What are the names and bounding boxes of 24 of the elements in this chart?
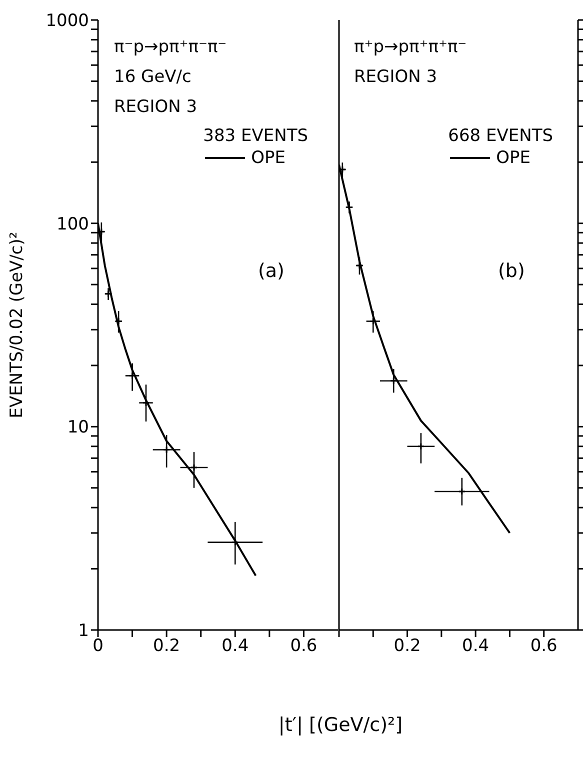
x-tick-label: 0.2 [153, 636, 180, 656]
y-axis-title: EVENTS/0.02 (GeV/c)² [7, 232, 28, 418]
y-tick-label: 10 [67, 418, 89, 438]
y-tick-label: 1 [78, 621, 89, 642]
annotation: (b) [498, 260, 525, 282]
x-tick-label: 0.6 [290, 636, 318, 656]
annotation: π⁺p→pπ⁺π⁺π⁻ [354, 36, 467, 59]
x-tick-label: 0.6 [530, 636, 558, 656]
annotation: 16 GeV/c [114, 66, 192, 89]
x-tick-label: 0 [92, 636, 104, 656]
y-tick-label: 100 [56, 214, 89, 234]
legend-label: OPE [251, 148, 286, 168]
annotation: (a) [258, 260, 284, 282]
legend-label: OPE [496, 148, 531, 168]
x-tick-label: 0.2 [394, 636, 421, 656]
legend-title: 383 EVENTS [203, 126, 308, 146]
annotation: π⁻p→pπ⁺π⁻π⁻ [114, 36, 227, 59]
annotation: REGION 3 [114, 96, 198, 119]
x-axis-title: |t′| [(GeV/c)²] [277, 714, 404, 736]
x-tick-label: 0.4 [462, 636, 490, 656]
y-tick-label: 1000 [46, 11, 89, 32]
legend-title: 668 EVENTS [448, 126, 553, 146]
annotation: REGION 3 [354, 66, 438, 89]
x-tick-label: 0.4 [222, 636, 249, 656]
